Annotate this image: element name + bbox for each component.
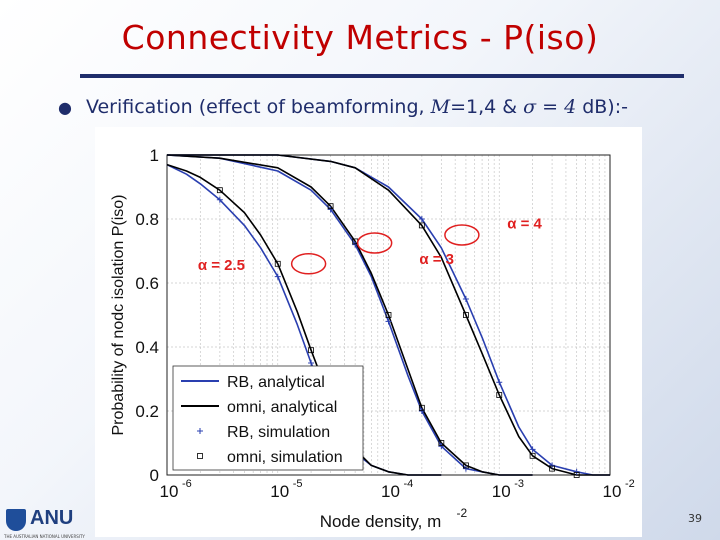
- x-tick-label: 10: [160, 482, 179, 501]
- crest-icon: [6, 509, 26, 531]
- omni-sim-marker: [418, 222, 425, 229]
- x-tick-exponent: -2: [625, 478, 635, 490]
- rb-sim-marker: [496, 379, 503, 386]
- y-tick-label: 0.2: [135, 402, 159, 421]
- bullet-mid: =1,4 &: [450, 96, 524, 118]
- y-tick-label: 0.8: [135, 210, 159, 229]
- y-axis-label: Probability of nodc isolation P(iso): [110, 194, 127, 435]
- rb-sim-marker: [462, 296, 469, 302]
- rb-sim-marker: [462, 465, 469, 472]
- page-number: 39: [688, 512, 702, 525]
- bullet-text: ● Verification (effect of beamforming, M=…: [58, 96, 628, 118]
- legend-box: [172, 365, 364, 471]
- logo-subtitle: THE AUSTRALIAN NATIONAL UNIVERSITY: [4, 534, 85, 539]
- x-tick-label: 10: [270, 482, 289, 501]
- alpha-annotation: α = 2.5: [198, 257, 245, 274]
- omni-sim-marker: [308, 347, 314, 354]
- bullet-prefix: Verification (effect of beamforming,: [85, 96, 431, 118]
- rb-sim-marker: [549, 462, 556, 469]
- omni-sim-marker: [573, 472, 580, 478]
- legend-label: RB, analytical: [227, 374, 325, 391]
- omni-sim-marker: [549, 465, 555, 472]
- legend-swatch-plus: [197, 428, 203, 434]
- y-tick-label: 1: [150, 146, 159, 165]
- y-tick-label: 0.6: [135, 274, 159, 293]
- x-tick-label: 10: [381, 482, 400, 501]
- omni-sim-marker: [463, 462, 469, 469]
- bullet-sigma: σ = 4: [523, 96, 577, 118]
- rb-sim-marker: [418, 408, 425, 414]
- rb-sim-marker: [216, 196, 223, 203]
- legend-label: RB, simulation: [227, 424, 330, 441]
- x-tick-exponent: -4: [404, 478, 414, 490]
- rb-sim-marker: [274, 273, 281, 280]
- rb-sim-marker: [529, 446, 536, 453]
- x-tick-label: 10: [603, 482, 622, 501]
- omni-sim-marker: [463, 312, 469, 318]
- x-tick-exponent: -3: [514, 478, 524, 490]
- omni-sim-marker: [496, 392, 503, 398]
- y-tick-label: 0.4: [135, 338, 159, 357]
- logo-text: ANU: [30, 507, 74, 529]
- omni-sim-marker: [216, 187, 223, 194]
- legend-label: omni, analytical: [227, 399, 337, 416]
- legend-label: omni, simulation: [227, 449, 343, 466]
- rb-sim-marker: [385, 318, 392, 325]
- bullet-m-symbol: M: [430, 96, 451, 118]
- title-underline: [80, 74, 684, 78]
- x-tick-label: 10: [492, 482, 511, 501]
- plot-frame: [166, 154, 611, 476]
- anu-logo: ANU THE AUSTRALIAN NATIONAL UNIVERSITY: [2, 507, 85, 540]
- rb-sim-marker: [327, 206, 334, 213]
- x-axis-label: Node density, m: [320, 512, 442, 531]
- series-line-omni-alpha-4: [167, 154, 610, 476]
- omni-sim-marker: [327, 203, 334, 210]
- highlight-ellipse: [290, 253, 327, 275]
- highlight-ellipse: [356, 232, 393, 254]
- rb-sim-marker: [438, 443, 445, 450]
- series-line-omni-alpha-2.5: [166, 163, 442, 476]
- omni-sim-marker: [274, 260, 281, 267]
- omni-sim-marker: [438, 440, 445, 446]
- series-line-omni-alpha-3: [166, 154, 533, 476]
- alpha-annotation: α = 4: [507, 216, 542, 233]
- rb-sim-marker: [573, 468, 580, 475]
- bullet-dot: ●: [58, 98, 72, 117]
- y-tick-label: 0: [150, 466, 159, 485]
- omni-sim-marker: [529, 452, 536, 459]
- omni-sim-marker: [418, 404, 425, 411]
- x-axis-label-exponent: -2: [457, 506, 468, 520]
- bullet-suffix: dB):-: [576, 96, 628, 118]
- omni-sim-marker: [385, 312, 392, 318]
- rb-sim-marker: [418, 216, 425, 222]
- highlight-ellipse: [444, 224, 480, 246]
- legend: RB, analytical omni, analytical RB, simula…: [172, 365, 364, 471]
- x-tick-exponent: -6: [182, 478, 192, 490]
- slide-title: Connectivity Metrics - P(iso): [121, 18, 599, 57]
- x-tick-exponent: -5: [293, 478, 303, 490]
- alpha-annotation: α = 3: [419, 251, 454, 268]
- legend-swatch-square: [197, 453, 203, 459]
- rb-sim-marker: [308, 360, 315, 366]
- plot-panel: 0 0.2 0.4 0.6 0.8 1 10 -6 10 -5 10 -4 10 -3 10 -2 Node d…: [95, 127, 642, 537]
